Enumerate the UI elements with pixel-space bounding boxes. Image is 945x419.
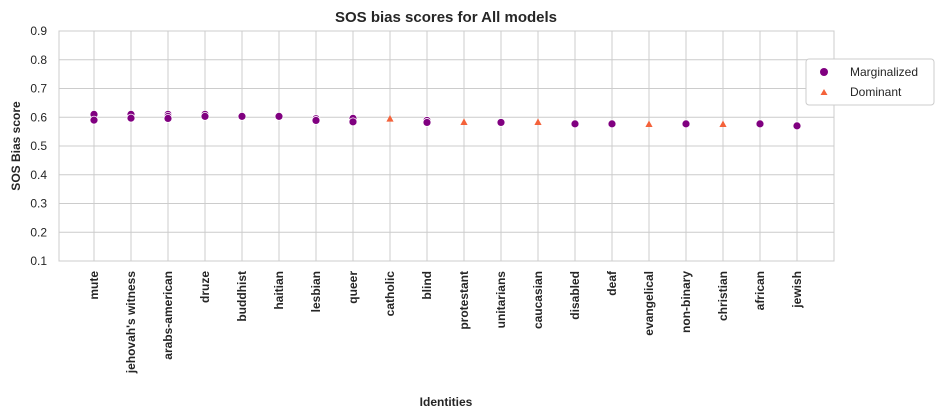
x-tick-label: jehovah's witness <box>124 271 138 375</box>
y-tick-label: 0.4 <box>30 168 47 182</box>
x-tick-label: haitian <box>272 271 286 310</box>
data-point-marginalized <box>311 116 321 125</box>
data-point-dominant <box>719 120 727 128</box>
y-axis-label: SOS Bias score <box>9 101 23 191</box>
y-axis-ticks: 0.1 0.2 0.3 0.4 0.5 0.6 0.7 0.8 0.9 <box>30 24 47 268</box>
x-tick-label: deaf <box>605 270 619 296</box>
y-tick-label: 0.3 <box>30 197 47 211</box>
data-point-dominant <box>534 118 542 126</box>
data-point-marginalized <box>274 111 284 121</box>
x-tick-label: jewish <box>790 271 804 309</box>
data-point-marginalized <box>755 119 765 129</box>
x-tick-label: non-binary <box>679 271 693 333</box>
data-point-dominant <box>645 120 653 128</box>
y-tick-label: 0.8 <box>30 53 47 67</box>
legend-marker-dominant <box>820 89 828 95</box>
data-point-dominant <box>460 118 468 126</box>
data-point-dominant <box>386 114 394 122</box>
chart-title: SOS bias scores for All models <box>335 9 557 26</box>
y-tick-label: 0.7 <box>30 82 47 96</box>
data-point-marginalized <box>163 114 173 123</box>
data-point-marginalized <box>126 113 136 123</box>
data-point-marginalized <box>237 111 247 121</box>
legend-box <box>805 58 935 106</box>
x-tick-label: unitarians <box>494 271 508 329</box>
x-tick-label: queer <box>346 271 360 304</box>
data-point-marginalized <box>607 119 617 129</box>
grid <box>59 30 834 262</box>
x-tick-label: buddhist <box>235 271 249 322</box>
y-tick-label: 0.9 <box>30 24 47 38</box>
x-tick-label: caucasian <box>531 271 545 329</box>
data-point-marginalized <box>422 118 432 127</box>
legend-label-marginalized: Marginalized <box>850 65 918 79</box>
data-points <box>89 109 802 131</box>
data-point-marginalized <box>89 115 99 125</box>
data-point-marginalized <box>348 117 358 127</box>
data-point-marginalized <box>570 119 580 129</box>
legend-label-dominant: Dominant <box>850 85 902 99</box>
y-tick-label: 0.2 <box>30 225 47 239</box>
x-tick-label: lesbian <box>309 271 323 312</box>
data-point-marginalized <box>200 111 210 121</box>
x-axis-ticks: mute jehovah's witness arabs-american druze… <box>87 270 804 374</box>
x-tick-label: protestant <box>457 271 471 330</box>
x-tick-label: blind <box>420 271 434 300</box>
data-point-marginalized <box>792 121 802 131</box>
x-tick-label: catholic <box>383 271 397 317</box>
x-tick-label: arabs-american <box>161 271 175 360</box>
y-tick-label: 0.1 <box>30 254 47 268</box>
x-tick-label: mute <box>87 271 101 300</box>
data-point-marginalized <box>681 119 691 129</box>
x-axis-label: Identities <box>420 395 473 409</box>
plot-frame <box>58 30 835 262</box>
y-tick-label: 0.6 <box>30 110 47 124</box>
legend: Marginalized Dominant <box>805 58 935 106</box>
x-tick-label: druze <box>198 271 212 303</box>
x-tick-label: african <box>753 271 767 310</box>
data-point-marginalized <box>496 118 506 127</box>
x-tick-label: evangelical <box>642 271 656 336</box>
legend-marker-marginalized <box>820 68 828 76</box>
x-tick-label: christian <box>716 271 730 321</box>
y-tick-label: 0.5 <box>30 139 47 153</box>
x-tick-label: disabled <box>568 271 582 320</box>
